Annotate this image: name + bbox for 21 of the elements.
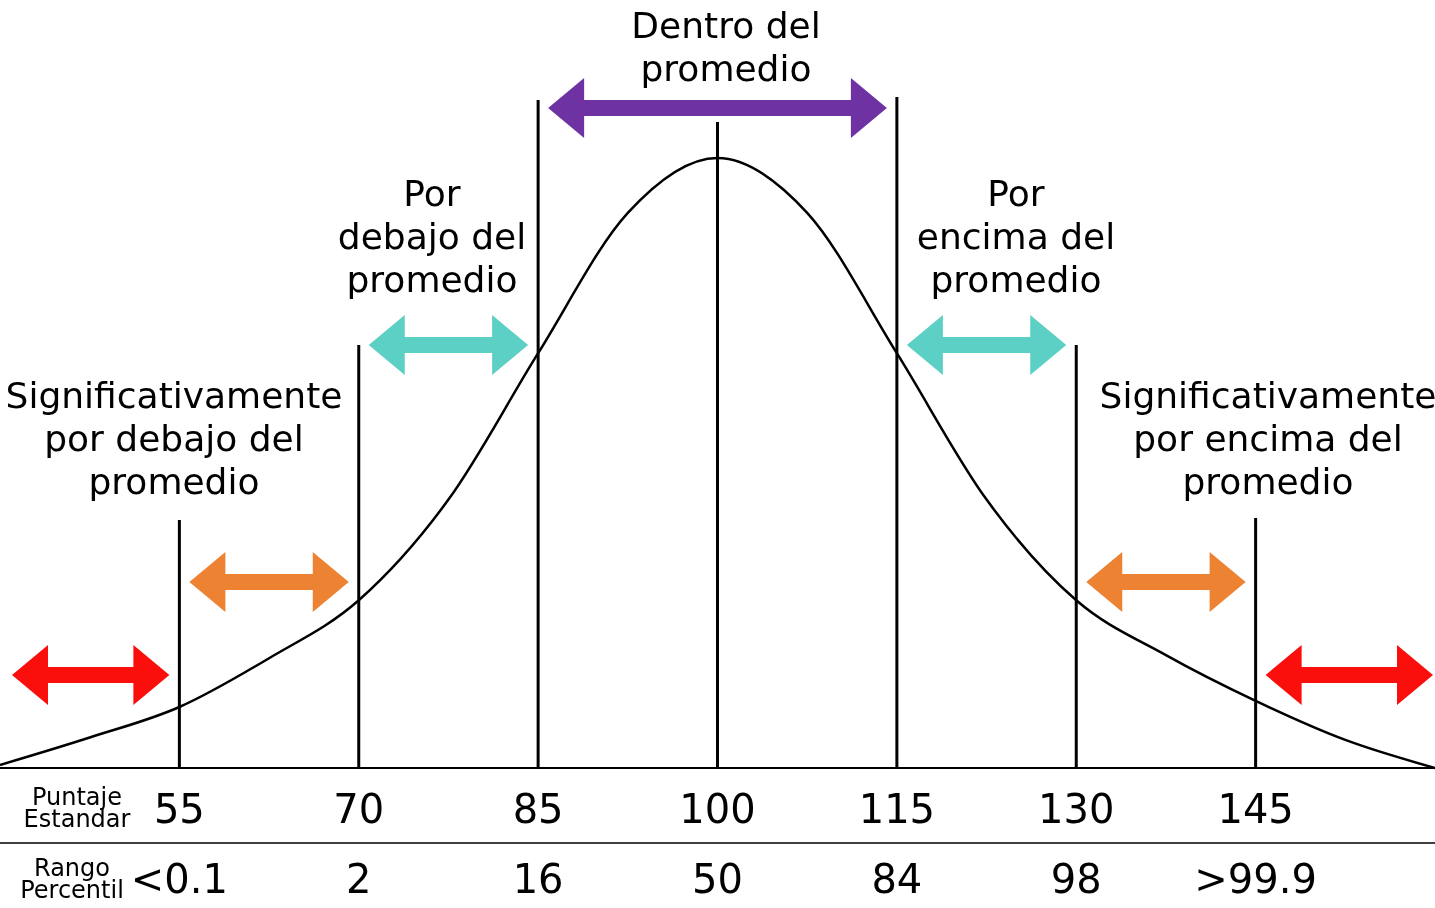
text: 2 [346, 856, 372, 902]
text: 84 [871, 856, 923, 902]
text: 98 [1050, 856, 1102, 902]
x-tick-label: 70 [333, 786, 385, 832]
annotation: Por debajo del promedio [337, 173, 527, 300]
x-tick-label: 85 [512, 786, 564, 832]
text: Dentro del promedio [631, 5, 821, 89]
x-tick-label: 115 [858, 786, 936, 832]
x-axis-title: Puntaje Estandar [23, 783, 131, 833]
annotation: Significativamente por encima del promedio [1099, 375, 1435, 502]
annotation: Por encima del promedio [916, 173, 1116, 300]
text: <0.1 [130, 856, 228, 902]
x-tick-label: 130 [1038, 786, 1115, 832]
x-tick-label: 55 [153, 786, 205, 832]
x2-axis-title: Rango Percentil [20, 854, 124, 904]
x-tick-label: 145 [1217, 786, 1294, 832]
text: >99.9 [1194, 856, 1317, 902]
x-tick-label: 100 [679, 786, 756, 832]
annotation: Significativamente por debajo del promedio [5, 375, 343, 502]
text: 16 [512, 856, 564, 902]
text: 50 [692, 856, 743, 902]
